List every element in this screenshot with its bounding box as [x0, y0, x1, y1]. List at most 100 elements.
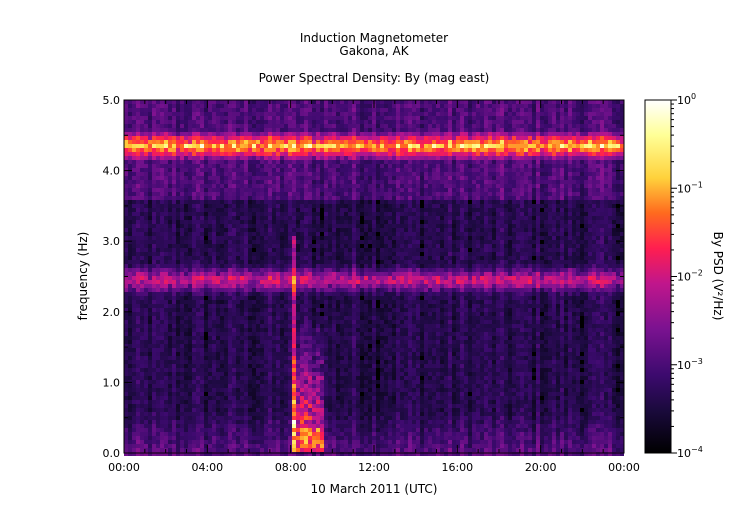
spectrogram-cell — [320, 256, 324, 260]
spectrogram-cell — [300, 216, 304, 220]
spectrogram-cell — [248, 240, 252, 244]
spectrogram-cell — [188, 248, 192, 252]
spectrogram-cell — [408, 220, 412, 224]
spectrogram-cell — [460, 152, 464, 156]
spectrogram-cell — [460, 104, 464, 108]
spectrogram-cell — [308, 104, 312, 108]
spectrogram-cell — [464, 248, 468, 252]
spectrogram-cell — [132, 180, 136, 184]
spectrogram-cell — [584, 204, 588, 208]
spectrogram-cell — [348, 232, 352, 236]
spectrogram-cell — [480, 220, 484, 224]
spectrogram-cell — [344, 212, 348, 216]
spectrogram-cell — [280, 136, 284, 140]
spectrogram-cell — [588, 228, 592, 232]
spectrogram-cell — [460, 228, 464, 232]
spectrogram-cell — [236, 252, 240, 256]
spectrogram-cell — [568, 100, 572, 104]
spectrogram-cell — [492, 104, 496, 108]
spectrogram-cell — [172, 116, 176, 120]
spectrogram-cell — [292, 120, 296, 124]
spectrogram-cell — [332, 208, 336, 212]
spectrogram-cell — [408, 152, 412, 156]
spectrogram-cell — [236, 124, 240, 128]
spectrogram-cell — [488, 244, 492, 248]
spectrogram-cell — [604, 192, 608, 196]
spectrogram-cell — [464, 176, 468, 180]
spectrogram-cell — [240, 112, 244, 116]
spectrogram-cell — [584, 188, 588, 192]
spectrogram-cell — [472, 208, 476, 212]
spectrogram-cell — [324, 216, 328, 220]
spectrogram-cell — [548, 112, 552, 116]
spectrogram-cell — [580, 248, 584, 252]
spectrogram-cell — [148, 252, 152, 256]
spectrogram-cell — [352, 188, 356, 192]
spectrogram-cell — [188, 132, 192, 136]
spectrogram-cell — [484, 156, 488, 160]
spectrogram-cell — [412, 128, 416, 132]
spectrogram-cell — [452, 240, 456, 244]
spectrogram-cell — [324, 136, 328, 140]
spectrogram-cell — [176, 196, 180, 200]
spectrogram-cell — [564, 124, 568, 128]
spectrogram-cell — [352, 232, 356, 236]
spectrogram-cell — [584, 120, 588, 124]
spectrogram-cell — [168, 120, 172, 124]
spectrogram-cell — [272, 112, 276, 116]
spectrogram-cell — [396, 236, 400, 240]
spectrogram-cell — [368, 128, 372, 132]
spectrogram-cell — [440, 124, 444, 128]
spectrogram-cell — [372, 140, 376, 144]
spectrogram-cell — [360, 212, 364, 216]
spectrogram-cell — [216, 196, 220, 200]
spectrogram-cell — [564, 120, 568, 124]
spectrogram-cell — [336, 248, 340, 252]
spectrogram-cell — [556, 136, 560, 140]
spectrogram-cell — [488, 216, 492, 220]
spectrogram-cell — [436, 120, 440, 124]
spectrogram-cell — [480, 228, 484, 232]
spectrogram-cell — [160, 116, 164, 120]
spectrogram-cell — [588, 136, 592, 140]
spectrogram-cell — [244, 140, 248, 144]
spectrogram-cell — [472, 156, 476, 160]
spectrogram-cell — [424, 180, 428, 184]
spectrogram-cell — [124, 132, 128, 136]
spectrogram-cell — [432, 104, 436, 108]
spectrogram-cell — [400, 192, 404, 196]
spectrogram-cell — [460, 144, 464, 148]
spectrogram-cell — [616, 140, 620, 144]
spectrogram-cell — [380, 116, 384, 120]
spectrogram-cell — [484, 116, 488, 120]
spectrogram-cell — [540, 216, 544, 220]
spectrogram-cell — [592, 104, 596, 108]
spectrogram-cell — [520, 140, 524, 144]
spectrogram-cell — [548, 116, 552, 120]
spectrogram-cell — [564, 204, 568, 208]
spectrogram-cell — [356, 152, 360, 156]
spectrogram-cell — [216, 112, 220, 116]
spectrogram-cell — [440, 120, 444, 124]
spectrogram-cell — [480, 104, 484, 108]
spectrogram-cell — [124, 164, 128, 168]
spectrogram-cell — [324, 248, 328, 252]
spectrogram-cell — [368, 116, 372, 120]
spectrogram-cell — [144, 172, 148, 176]
spectrogram-cell — [260, 100, 264, 104]
spectrogram-cell — [424, 164, 428, 168]
spectrogram-cell — [608, 228, 612, 232]
spectrogram-cell — [180, 256, 184, 260]
spectrogram-cell — [296, 224, 300, 228]
spectrogram-cell — [512, 128, 516, 132]
spectrogram-cell — [600, 100, 604, 104]
spectrogram-cell — [332, 136, 336, 140]
spectrogram-cell — [600, 180, 604, 184]
spectrogram-cell — [204, 156, 208, 160]
spectrogram-cell — [268, 112, 272, 116]
spectrogram-cell — [492, 212, 496, 216]
spectrogram-cell — [156, 100, 160, 104]
spectrogram-cell — [456, 132, 460, 136]
spectrogram-cell — [292, 216, 296, 220]
spectrogram-cell — [260, 176, 264, 180]
